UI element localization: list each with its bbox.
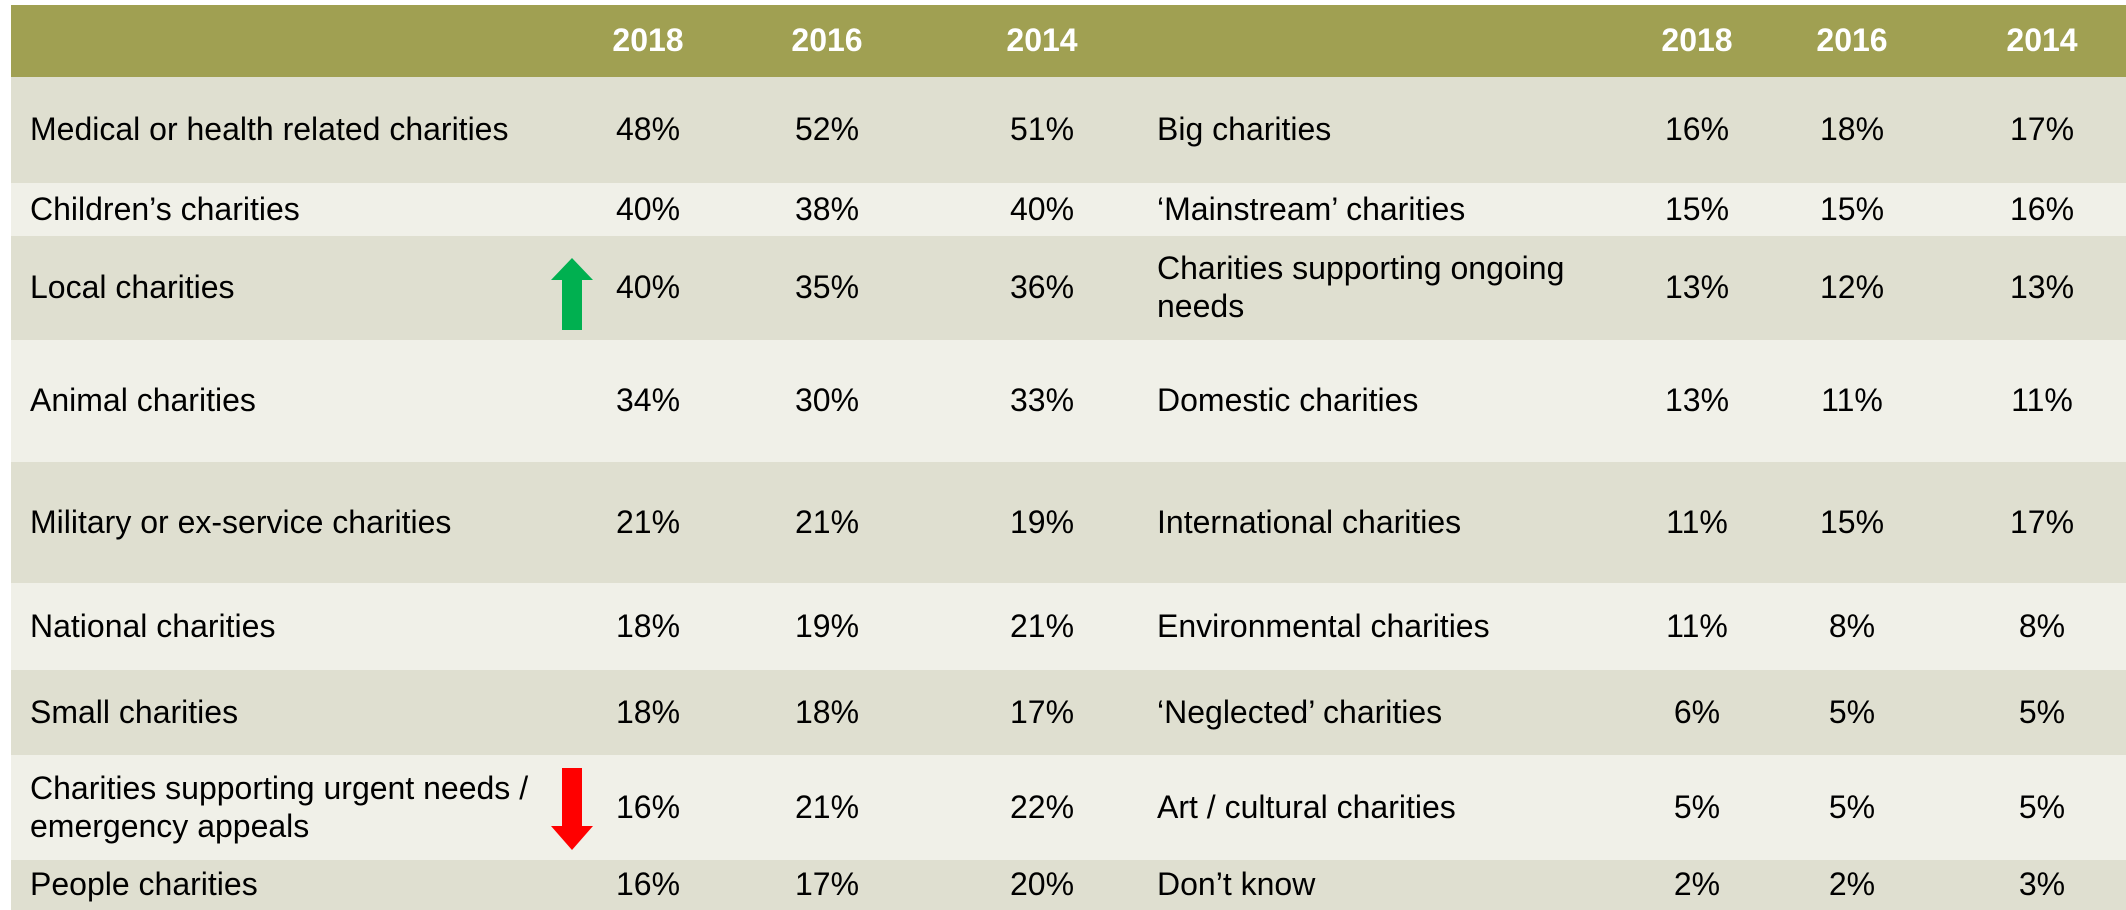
value-cell: 51% xyxy=(1009,111,1075,148)
row-label: Art / cultural charities xyxy=(1157,788,1456,825)
value-cell: 5% xyxy=(2018,788,2066,825)
value-cell: 22% xyxy=(1009,788,1075,825)
row-label: National charities xyxy=(30,607,276,644)
row-label: Medical or health related charities xyxy=(30,111,509,148)
row-label: Animal charities xyxy=(30,382,256,419)
value-cell: 21% xyxy=(794,503,860,540)
header-cell: 2016 xyxy=(1816,22,1888,59)
value-cell: 18% xyxy=(615,607,681,644)
value-cell: 17% xyxy=(1009,693,1075,730)
table-row: Charities supporting urgent needs / emer… xyxy=(11,755,2126,860)
row-label: Military or ex-service charities xyxy=(30,503,452,540)
value-cell: 17% xyxy=(2009,503,2075,540)
value-cell: 8% xyxy=(1828,607,1876,644)
value-cell: 36% xyxy=(1009,269,1075,306)
value-cell: 11% xyxy=(2011,382,2073,419)
value-cell: 16% xyxy=(2009,190,2075,227)
header-cell: 2018 xyxy=(1661,22,1733,59)
value-cell: 18% xyxy=(794,693,860,730)
value-cell: 18% xyxy=(1819,111,1885,148)
value-cell: 21% xyxy=(615,503,681,540)
table-row: Medical or health related charities 48% 52… xyxy=(11,77,2126,183)
table-row: Animal charities 34% 30% 33% Domestic charit… xyxy=(11,340,2126,462)
value-cell: 2% xyxy=(1828,866,1876,903)
value-cell: 33% xyxy=(1009,382,1075,419)
row-label: Charities supporting urgent needs / emer… xyxy=(30,769,529,844)
value-cell: 11% xyxy=(1821,382,1883,419)
table-row: National charities 18% 19% 21% Environmental… xyxy=(11,583,2126,670)
value-cell: 16% xyxy=(1664,111,1730,148)
row-label: Local charities xyxy=(30,269,235,306)
value-cell: 8% xyxy=(2018,607,2066,644)
row-label: Big charities xyxy=(1157,111,1332,148)
value-cell: 30% xyxy=(794,382,860,419)
header-cell: 2018 xyxy=(612,22,684,59)
value-cell: 15% xyxy=(1664,190,1730,227)
up-arrow xyxy=(551,258,593,330)
value-cell: 5% xyxy=(1828,693,1876,730)
value-cell: 5% xyxy=(2018,693,2066,730)
table-row: Children’s charities 40% 38% 40% ‘Mainstream… xyxy=(11,183,2126,236)
value-cell: 21% xyxy=(794,788,860,825)
table-row: Small charities 18% 18% 17% ‘Neglected’ char… xyxy=(11,670,2126,755)
value-cell: 34% xyxy=(615,382,681,419)
value-cell: 17% xyxy=(794,866,860,903)
value-cell: 3% xyxy=(2018,866,2066,903)
row-label: People charities xyxy=(30,866,258,903)
value-cell: 21% xyxy=(1009,607,1075,644)
value-cell: 19% xyxy=(794,607,860,644)
row-label: Children’s charities xyxy=(30,190,300,227)
row-label: Charities supporting ongoing needs xyxy=(1157,250,1565,324)
value-cell: 20% xyxy=(1009,866,1075,903)
value-cell: 13% xyxy=(1664,269,1730,306)
value-cell: 52% xyxy=(794,111,860,148)
value-cell: 6% xyxy=(1673,693,1721,730)
table-row: People charities 16% 17% 20% Don’t know 2% 2% 3… xyxy=(11,860,2126,910)
value-cell: 40% xyxy=(615,190,681,227)
value-cell: 11% xyxy=(1666,607,1728,644)
value-cell: 18% xyxy=(615,693,681,730)
value-cell: 11% xyxy=(1666,503,1728,540)
value-cell: 13% xyxy=(2009,269,2075,306)
value-cell: 2% xyxy=(1673,866,1721,903)
value-cell: 38% xyxy=(794,190,860,227)
value-cell: 13% xyxy=(1664,382,1730,419)
row-label: Don’t know xyxy=(1157,866,1316,903)
row-label: ‘Neglected’ charities xyxy=(1157,693,1443,730)
value-cell: 35% xyxy=(794,269,860,306)
value-cell: 5% xyxy=(1673,788,1721,825)
value-cell: 17% xyxy=(2009,111,2075,148)
value-cell: 15% xyxy=(1819,190,1885,227)
header-cell: 2014 xyxy=(2006,22,2078,59)
row-label: International charities xyxy=(1157,503,1462,540)
table-row: Local charities 40% 35% 36% Charities suppor… xyxy=(11,236,2126,340)
value-cell: 12% xyxy=(1819,269,1885,306)
row-label: Domestic charities xyxy=(1157,382,1419,419)
table-row: Military or ex-service charities 21% 21% 19… xyxy=(11,462,2126,583)
header-cell: 2016 xyxy=(791,22,863,59)
value-cell: 5% xyxy=(1828,788,1876,825)
value-cell: 40% xyxy=(615,269,681,306)
value-cell: 19% xyxy=(1009,503,1075,540)
row-label: ‘Mainstream’ charities xyxy=(1157,190,1466,227)
value-cell: 16% xyxy=(615,866,681,903)
row-label: Environmental charities xyxy=(1157,607,1490,644)
value-cell: 40% xyxy=(1009,190,1075,227)
value-cell: 16% xyxy=(615,788,681,825)
value-cell: 15% xyxy=(1819,503,1885,540)
row-label: Small charities xyxy=(30,693,239,730)
header-row: 2018 2016 2014 2018 2016 2014 xyxy=(11,5,2126,77)
header-cell: 2014 xyxy=(1006,22,1078,59)
down-arrow xyxy=(551,768,593,850)
value-cell: 48% xyxy=(615,111,681,148)
